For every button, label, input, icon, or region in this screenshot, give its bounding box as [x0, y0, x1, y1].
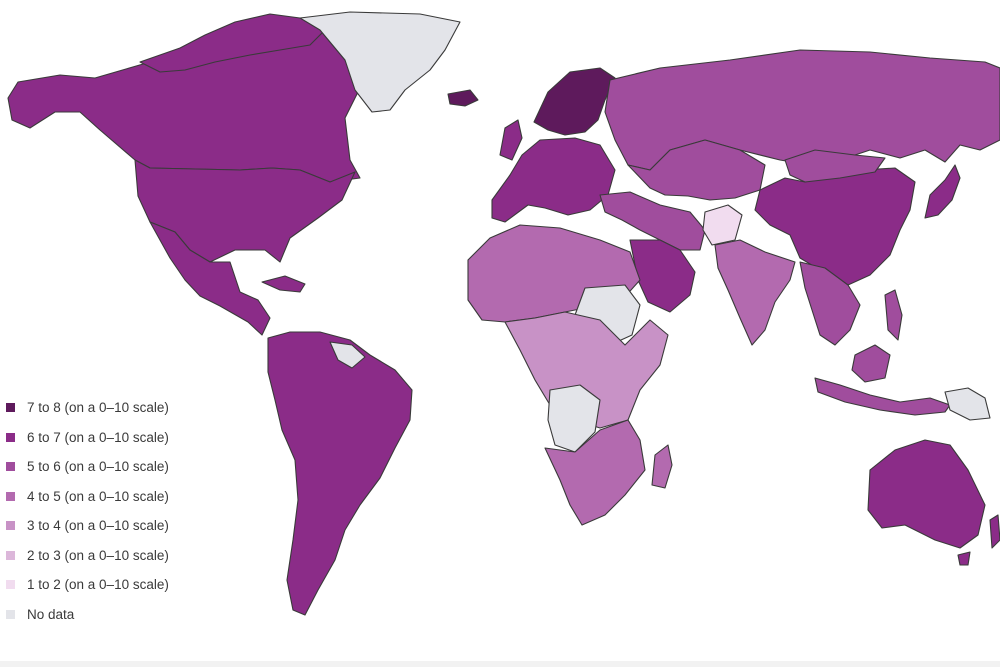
country-tasmania[interactable]: [957, 551, 971, 566]
country-central-africa[interactable]: [504, 311, 669, 429]
country-guianas[interactable]: [329, 341, 366, 369]
country-nordic[interactable]: [533, 67, 616, 136]
country-south-america[interactable]: [267, 331, 413, 616]
legend-label: 1 to 2 (on a 0–10 scale): [27, 577, 169, 592]
country-dr-congo[interactable]: [547, 384, 601, 453]
country-canada-islands[interactable]: [139, 13, 326, 73]
legend-label: No data: [27, 606, 75, 622]
country-iceland[interactable]: [447, 89, 479, 107]
legend-swatch: [6, 491, 15, 501]
legend-item-6-to-7: 6 to 7 (on a 0–10 scale): [6, 428, 169, 447]
country-australia[interactable]: [867, 439, 986, 549]
country-new-guinea[interactable]: [944, 387, 991, 421]
country-indonesia[interactable]: [814, 377, 951, 416]
country-borneo[interactable]: [851, 344, 891, 383]
legend-swatch: [6, 432, 15, 442]
country-philippines[interactable]: [884, 289, 903, 341]
country-new-zealand[interactable]: [989, 514, 1000, 549]
country-afghanistan[interactable]: [702, 204, 743, 246]
country-mongolia[interactable]: [784, 149, 886, 183]
bottom-strip: [0, 661, 1000, 667]
legend-swatch: [6, 609, 15, 619]
country-caribbean[interactable]: [261, 275, 306, 293]
legend-label: 5 to 6 (on a 0–10 scale): [27, 459, 169, 474]
country-saudi-arabia[interactable]: [629, 239, 696, 313]
legend-item-4-to-5: 4 to 5 (on a 0–10 scale): [6, 487, 169, 506]
legend-label: 4 to 5 (on a 0–10 scale): [27, 488, 169, 504]
legend-item-2-to-3: 2 to 3 (on a 0–10 scale): [6, 546, 169, 565]
country-japan[interactable]: [924, 164, 961, 219]
legend-swatch: [6, 521, 15, 530]
legend-item-3-to-4: 3 to 4 (on a 0–10 scale): [6, 516, 169, 535]
country-southern-africa[interactable]: [544, 419, 646, 526]
legend-label: 2 to 3 (on a 0–10 scale): [27, 547, 169, 563]
country-mexico[interactable]: [149, 221, 271, 336]
legend-item-5-to-6: 5 to 6 (on a 0–10 scale): [6, 457, 169, 476]
country-russia[interactable]: [604, 49, 1000, 171]
legend-swatch: [6, 403, 15, 412]
legend-label: 3 to 4 (on a 0–10 scale): [27, 518, 169, 533]
country-uk[interactable]: [499, 119, 523, 161]
legend-swatch: [6, 550, 15, 560]
country-greenland[interactable]: [299, 11, 461, 113]
country-southeast-asia[interactable]: [799, 261, 861, 346]
legend-label: 7 to 8 (on a 0–10 scale): [27, 400, 169, 415]
legend-item-1-to-2: 1 to 2 (on a 0–10 scale): [6, 575, 169, 594]
legend-item-7-to-8: 7 to 8 (on a 0–10 scale): [6, 398, 169, 417]
legend-label: 6 to 7 (on a 0–10 scale): [27, 429, 169, 445]
country-middle-east[interactable]: [599, 191, 706, 251]
legend-swatch: [6, 580, 15, 589]
map-legend: 7 to 8 (on a 0–10 scale) 6 to 7 (on a 0–…: [6, 398, 169, 624]
country-india[interactable]: [714, 239, 796, 346]
legend-swatch: [6, 462, 15, 471]
legend-item-no-data: No data: [6, 605, 169, 624]
country-madagascar[interactable]: [651, 444, 673, 489]
